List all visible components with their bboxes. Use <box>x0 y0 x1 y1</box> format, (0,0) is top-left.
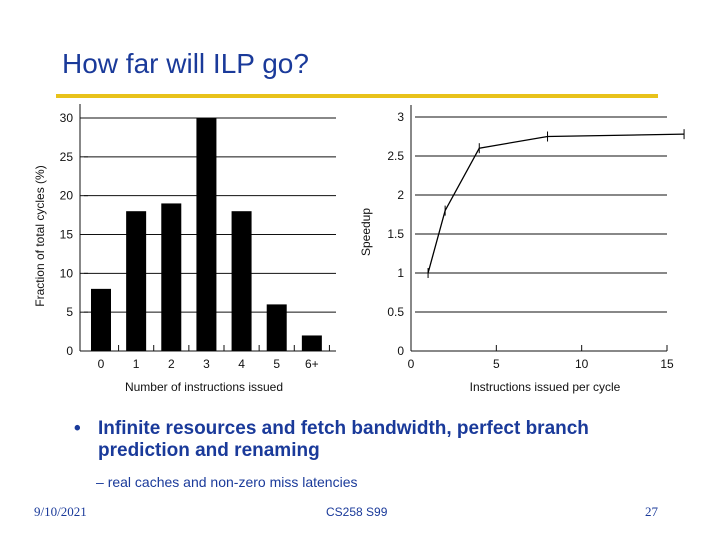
bar <box>231 211 252 351</box>
y-tick-label: 0.5 <box>387 305 404 319</box>
speedup-chart: 0 0.5 1 1.5 2 2.5 3 0 5 10 15 Instructions issued p… <box>359 105 685 394</box>
x-tick-label: 5 <box>493 357 500 371</box>
x-axis-label: Number of instructions issued <box>125 380 283 394</box>
y-tick-label: 15 <box>60 228 74 242</box>
x-tick-label: 1 <box>133 357 140 371</box>
x-tick-label: 5 <box>273 357 280 371</box>
slide-title: How far will ILP go? <box>62 48 309 79</box>
sub-bullet-text: real caches and non-zero miss latencies <box>107 474 358 490</box>
y-tick-label: 2 <box>397 188 404 202</box>
speedup-line <box>427 133 685 274</box>
x-tick-label: 0 <box>98 357 105 371</box>
page-number: 27 <box>645 504 658 519</box>
bar <box>266 304 287 351</box>
bar <box>196 118 217 351</box>
title-underline <box>56 94 658 98</box>
y-axis-label: Speedup <box>359 208 373 256</box>
y-tick-label: 10 <box>60 266 74 280</box>
y-tick-label: 0 <box>397 344 404 358</box>
x-tick-label: 0 <box>408 357 415 371</box>
y-tick-label: 20 <box>60 189 74 203</box>
y-tick-label: 1 <box>397 266 404 280</box>
x-tick-label: 15 <box>660 357 674 371</box>
y-tick-label: 0 <box>66 344 73 358</box>
bar <box>91 288 111 351</box>
sub-bullet: – real caches and non-zero miss latencie… <box>96 474 358 490</box>
y-tick-label: 25 <box>60 150 74 164</box>
bullet-dot: • <box>74 418 81 439</box>
y-axis-label: Fraction of total cycles (%) <box>33 165 47 306</box>
x-axis-label: Instructions issued per cycle <box>470 380 621 394</box>
y-tick-label: 2.5 <box>387 149 404 163</box>
y-tick-label: 5 <box>66 305 73 319</box>
y-tick-label: 1.5 <box>387 227 404 241</box>
x-tick-label: 3 <box>203 357 210 371</box>
x-tick-label: 6+ <box>305 357 319 371</box>
bar <box>126 211 147 351</box>
x-tick-label: 10 <box>575 357 589 371</box>
footer-course: CS258 S99 <box>326 505 388 519</box>
histogram-chart: 0 5 10 15 20 25 30 0 1 2 3 4 5 6+ Number of instructio… <box>33 104 336 394</box>
x-tick-label: 2 <box>168 357 175 371</box>
bar <box>161 203 182 351</box>
x-tick-label: 4 <box>238 357 245 371</box>
y-tick-label: 3 <box>397 110 404 124</box>
footer-date: 9/10/2021 <box>34 504 87 519</box>
bullet-text: Infinite resources and fetch bandwidth, … <box>98 418 589 461</box>
y-tick-label: 30 <box>60 111 74 125</box>
bar <box>301 335 322 351</box>
